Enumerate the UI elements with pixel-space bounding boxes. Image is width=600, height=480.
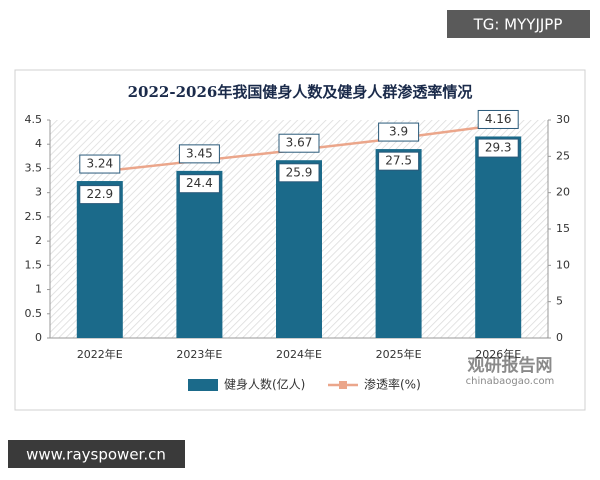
data-label-box bbox=[79, 185, 121, 205]
bar bbox=[276, 160, 322, 338]
y2-tick-label: 30 bbox=[556, 113, 570, 126]
y-tick-label: 1 bbox=[35, 283, 42, 296]
x-tick-label: 2026年E bbox=[475, 347, 521, 361]
site-watermark: chinabaogao.com bbox=[466, 376, 555, 387]
data-label: 22.9 bbox=[86, 187, 113, 201]
y2-tick-label: 20 bbox=[556, 186, 570, 199]
bar bbox=[475, 136, 522, 338]
x-tick-label: 2023年E bbox=[176, 347, 222, 361]
top-watermark: TG: MYYJJPP bbox=[473, 16, 563, 34]
legend-label: 渗透率(%) bbox=[364, 377, 421, 392]
data-label: 25.9 bbox=[286, 165, 313, 179]
data-label: 3.45 bbox=[186, 146, 213, 160]
y-tick-label: 3 bbox=[35, 186, 42, 199]
data-label: 24.4 bbox=[186, 176, 213, 190]
y2-tick-label: 0 bbox=[556, 331, 563, 344]
bar bbox=[176, 170, 223, 338]
data-label-box bbox=[278, 133, 320, 153]
data-label-box bbox=[477, 138, 519, 158]
y-tick-label: 0.5 bbox=[25, 307, 43, 320]
y-tick-label: 2.5 bbox=[25, 210, 43, 223]
data-label: 3.67 bbox=[286, 136, 313, 150]
bar bbox=[375, 149, 422, 338]
y-tick-label: 1.5 bbox=[25, 258, 43, 271]
legend-label: 健身人数(亿人) bbox=[224, 377, 305, 392]
data-label-box bbox=[378, 122, 420, 142]
data-label-box bbox=[79, 154, 121, 174]
chart-title: 2022-2026年我国健身人数及健身人群渗透率情况 bbox=[128, 83, 473, 101]
top-watermark-bg bbox=[447, 10, 590, 38]
bottom-watermark-bg bbox=[8, 440, 185, 468]
data-label: 3.9 bbox=[389, 125, 408, 139]
x-tick-label: 2024年E bbox=[276, 347, 322, 361]
data-label: 29.3 bbox=[485, 141, 512, 155]
y2-tick-label: 25 bbox=[556, 149, 570, 162]
data-label: 4.16 bbox=[485, 112, 512, 126]
legend-swatch bbox=[188, 379, 218, 391]
y2-tick-label: 5 bbox=[556, 295, 563, 308]
data-label-box bbox=[178, 144, 220, 164]
data-label-box bbox=[278, 163, 320, 183]
y-tick-label: 0 bbox=[35, 331, 42, 344]
bar bbox=[76, 181, 123, 338]
y-tick-label: 4 bbox=[35, 137, 42, 150]
y-tick-label: 4.5 bbox=[25, 113, 43, 126]
legend-marker bbox=[339, 381, 347, 389]
x-tick-label: 2022年E bbox=[77, 347, 123, 361]
brand-watermark: 观研报告网 bbox=[467, 355, 553, 376]
data-label-box bbox=[178, 174, 220, 194]
data-label-box bbox=[378, 151, 420, 171]
x-tick-label: 2025年E bbox=[376, 347, 422, 361]
data-label: 3.24 bbox=[86, 157, 113, 171]
y-tick-label: 2 bbox=[35, 234, 42, 247]
y-tick-label: 3.5 bbox=[25, 161, 43, 174]
bottom-watermark: www.rayspower.cn bbox=[26, 446, 166, 464]
y2-tick-label: 10 bbox=[556, 258, 570, 271]
data-label: 27.5 bbox=[385, 154, 412, 168]
y2-tick-label: 15 bbox=[556, 222, 570, 235]
data-label-box bbox=[477, 109, 519, 129]
